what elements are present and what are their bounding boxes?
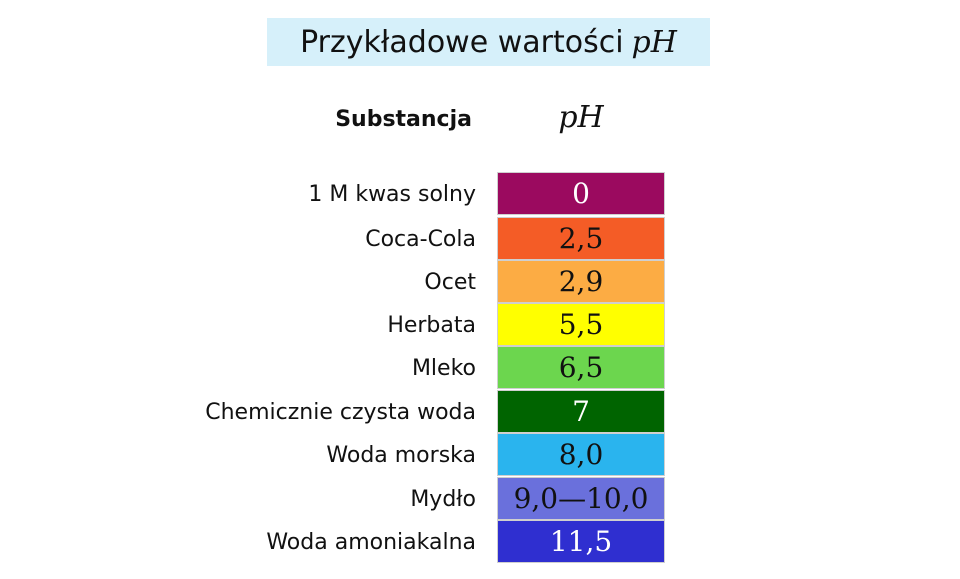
ph-value-cell: 8,0 xyxy=(497,433,665,476)
ph-value-cell: 9,0—10,0 xyxy=(497,477,665,520)
title-math-ph: pH xyxy=(631,24,677,60)
table-row: Herbata 5,5 xyxy=(0,303,960,347)
ph-value-cell: 2,5 xyxy=(497,217,665,260)
substance-label: Ocet xyxy=(424,269,476,295)
ph-value-cell: 0 xyxy=(497,172,665,215)
substance-label: Woda amoniakalna xyxy=(266,529,476,555)
table-row: Woda morska 8,0 xyxy=(0,433,960,477)
substance-label: Mleko xyxy=(411,355,476,381)
substance-label: Herbata xyxy=(387,312,476,338)
ph-value-cell: 5,5 xyxy=(497,303,665,346)
table-row: 1 M kwas solny 0 xyxy=(0,172,960,216)
table-row: Mydło 9,0—10,0 xyxy=(0,477,960,521)
substance-label: Coca-Cola xyxy=(365,226,476,252)
substance-label: 1 M kwas solny xyxy=(308,181,476,207)
table-row: Coca-Cola 2,5 xyxy=(0,217,960,261)
substance-label: Chemicznie czysta woda xyxy=(205,399,476,425)
substance-label: Mydło xyxy=(410,486,476,512)
table-row: Chemicznie czysta woda 7 xyxy=(0,390,960,434)
page-title: Przykładowe wartości pH xyxy=(267,18,710,66)
ph-value-cell: 6,5 xyxy=(497,346,665,389)
substance-label: Woda morska xyxy=(326,442,476,468)
ph-value-cell: 2,9 xyxy=(497,260,665,303)
column-header-substance: Substancja xyxy=(335,107,472,132)
table-row: Ocet 2,9 xyxy=(0,260,960,304)
title-text: Przykładowe wartości xyxy=(300,24,624,60)
column-header-ph: pH xyxy=(558,100,604,135)
ph-value-cell: 7 xyxy=(497,390,665,433)
table-row: Mleko 6,5 xyxy=(0,346,960,390)
ph-value-cell: 11,5 xyxy=(497,520,665,563)
table-row: Woda amoniakalna 11,5 xyxy=(0,520,960,564)
